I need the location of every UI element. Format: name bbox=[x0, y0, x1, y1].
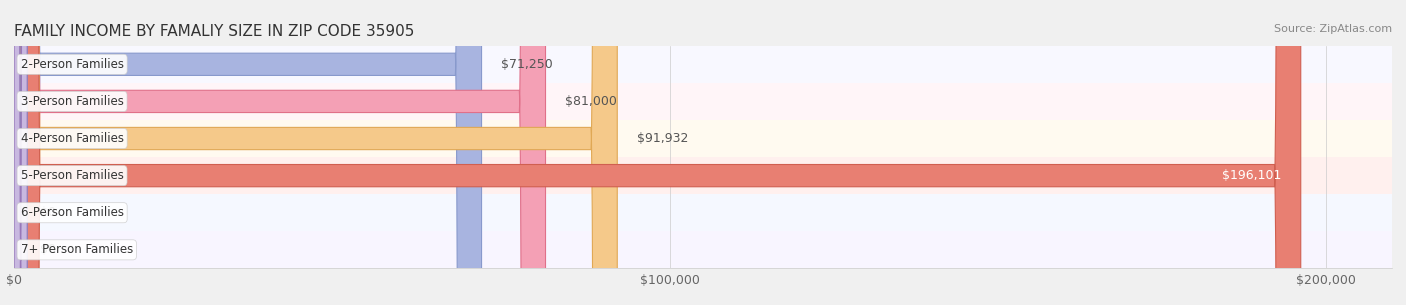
Text: $196,101: $196,101 bbox=[1222, 169, 1281, 182]
Bar bbox=[14, 120, 1392, 157]
Bar bbox=[14, 231, 1392, 268]
Bar bbox=[14, 46, 1392, 83]
Text: 6-Person Families: 6-Person Families bbox=[21, 206, 124, 219]
FancyBboxPatch shape bbox=[14, 0, 481, 305]
Text: 2-Person Families: 2-Person Families bbox=[21, 58, 124, 71]
Text: $91,932: $91,932 bbox=[637, 132, 689, 145]
Text: FAMILY INCOME BY FAMALIY SIZE IN ZIP CODE 35905: FAMILY INCOME BY FAMALIY SIZE IN ZIP COD… bbox=[14, 24, 415, 39]
Text: 3-Person Families: 3-Person Families bbox=[21, 95, 124, 108]
Text: $71,250: $71,250 bbox=[501, 58, 553, 71]
FancyBboxPatch shape bbox=[14, 0, 546, 305]
Text: Source: ZipAtlas.com: Source: ZipAtlas.com bbox=[1274, 24, 1392, 34]
Text: 7+ Person Families: 7+ Person Families bbox=[21, 243, 134, 256]
FancyBboxPatch shape bbox=[14, 0, 27, 305]
Text: $0: $0 bbox=[41, 206, 56, 219]
FancyBboxPatch shape bbox=[14, 0, 27, 305]
FancyBboxPatch shape bbox=[14, 0, 1301, 305]
Text: 4-Person Families: 4-Person Families bbox=[21, 132, 124, 145]
Bar bbox=[14, 83, 1392, 120]
Text: $81,000: $81,000 bbox=[565, 95, 617, 108]
FancyBboxPatch shape bbox=[14, 0, 617, 305]
Text: $0: $0 bbox=[41, 243, 56, 256]
Bar bbox=[14, 194, 1392, 231]
Bar bbox=[14, 157, 1392, 194]
Text: 5-Person Families: 5-Person Families bbox=[21, 169, 124, 182]
